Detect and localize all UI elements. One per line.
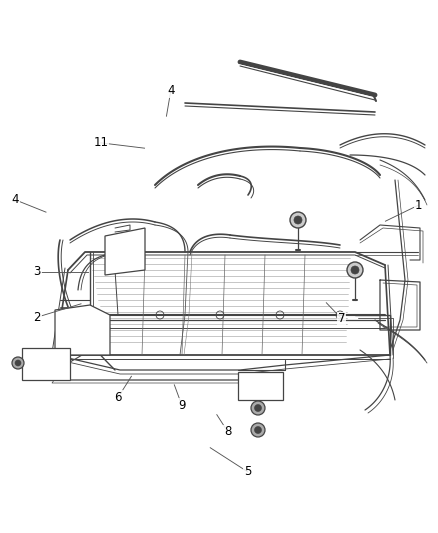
Text: 5: 5	[244, 465, 251, 478]
Text: 3: 3	[34, 265, 41, 278]
Circle shape	[254, 405, 261, 411]
Circle shape	[290, 212, 306, 228]
Text: 4: 4	[167, 84, 175, 97]
Polygon shape	[55, 305, 110, 355]
Polygon shape	[105, 228, 145, 275]
Circle shape	[254, 426, 261, 433]
FancyBboxPatch shape	[22, 348, 70, 380]
Circle shape	[251, 423, 265, 437]
Circle shape	[351, 266, 359, 274]
Text: 1: 1	[414, 199, 422, 212]
Circle shape	[347, 262, 363, 278]
Text: 11: 11	[93, 136, 108, 149]
Text: 2: 2	[33, 311, 41, 324]
Circle shape	[15, 360, 21, 366]
Text: 4: 4	[11, 193, 19, 206]
Text: 7: 7	[338, 312, 346, 325]
FancyBboxPatch shape	[238, 372, 283, 400]
Circle shape	[12, 357, 24, 369]
Text: 8: 8	[224, 425, 231, 438]
Text: 9: 9	[178, 399, 186, 411]
Circle shape	[251, 401, 265, 415]
Text: 6: 6	[114, 391, 122, 403]
Circle shape	[294, 216, 302, 224]
